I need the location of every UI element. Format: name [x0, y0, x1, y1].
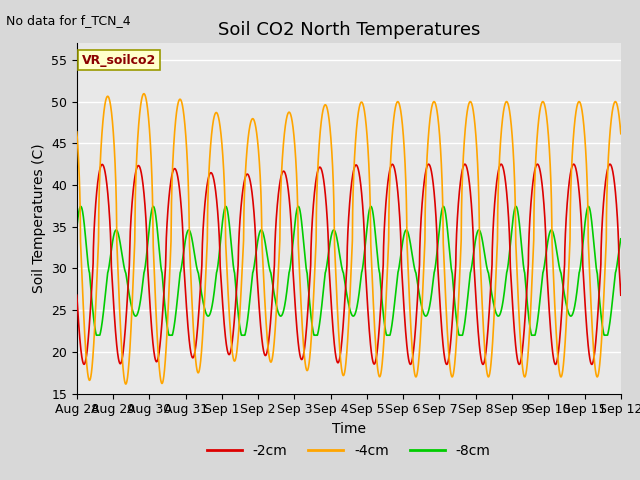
Y-axis label: Soil Temperatures (C): Soil Temperatures (C)	[31, 144, 45, 293]
Title: Soil CO2 North Temperatures: Soil CO2 North Temperatures	[218, 21, 480, 39]
Text: No data for f_TCN_4: No data for f_TCN_4	[6, 14, 131, 27]
Legend: -2cm, -4cm, -8cm: -2cm, -4cm, -8cm	[202, 439, 496, 464]
Text: VR_soilco2: VR_soilco2	[82, 54, 157, 67]
X-axis label: Time: Time	[332, 422, 366, 436]
